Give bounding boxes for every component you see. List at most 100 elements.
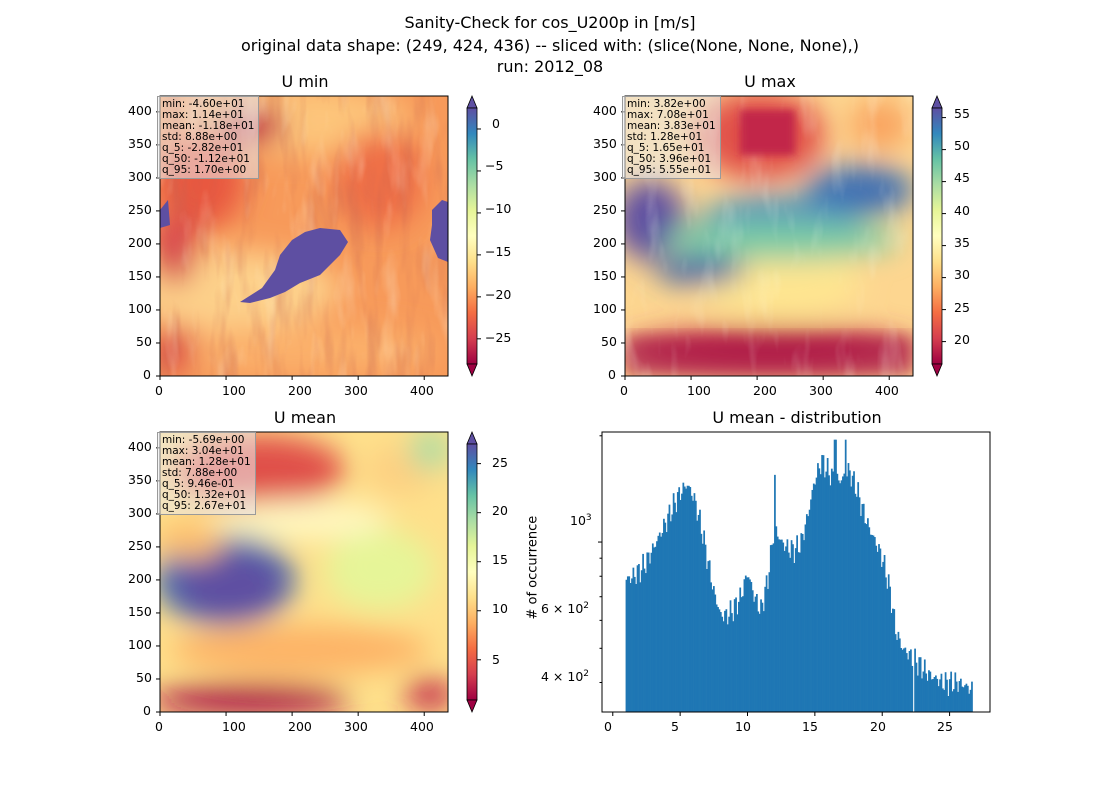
umean-x-tick: 200 [288, 719, 312, 734]
hist-bar [908, 651, 911, 712]
hist-bar [762, 611, 765, 712]
hist-bar [775, 526, 778, 712]
hist-bar [883, 555, 886, 712]
hist-bar [693, 493, 696, 712]
hist-x-tick: 0 [604, 719, 612, 734]
hist-bar [722, 621, 725, 712]
hist-bar [642, 553, 644, 712]
hist-bar [933, 677, 936, 712]
hist-bar [825, 471, 828, 712]
umax-y-tick: 300 [593, 169, 617, 184]
hist-bar [935, 675, 937, 712]
hist-bar [761, 602, 764, 712]
hist-bar [786, 539, 789, 712]
hist-bar [803, 540, 805, 712]
hist-bar [885, 577, 887, 712]
hist-bar [638, 564, 640, 712]
umin-cbar-tick: 0 [492, 116, 500, 131]
umin-cbar-tick: −15 [485, 244, 512, 259]
hist-bar [769, 545, 772, 712]
hist-bar [868, 527, 871, 712]
hist-bar [966, 685, 969, 712]
umax-cbar-tick: 30 [954, 267, 970, 282]
umean-y-tick: 250 [128, 538, 152, 553]
hist-bar [797, 552, 800, 712]
hist-bar [647, 552, 650, 712]
umin-y-tick: 200 [128, 235, 152, 250]
umax-cbar-tick: 35 [954, 235, 970, 250]
hist-bar [704, 544, 707, 712]
hist-x-tick: 15 [802, 719, 818, 734]
hist-bar [665, 532, 668, 712]
hist-bar [833, 439, 836, 712]
hist-bar [714, 594, 717, 712]
umin-stat-max: max: 1.14e+01 [162, 109, 244, 121]
umax-x-tick: 100 [687, 383, 711, 398]
hist-bar [853, 471, 855, 712]
hist-bar [645, 573, 647, 712]
hist-bar [675, 512, 678, 712]
hist-bar [829, 485, 832, 712]
hist-bar [767, 588, 769, 712]
hist-bar [828, 475, 830, 712]
hist-bar [661, 532, 664, 712]
hist-bar [669, 521, 672, 712]
hist-bar [689, 487, 692, 712]
hist-bar [837, 480, 840, 712]
hist-bar [876, 551, 879, 712]
hist-bar [756, 593, 758, 712]
umin-stat-q95: q_95: 1.70e+00 [162, 164, 247, 176]
umax-x-tick: 400 [875, 383, 899, 398]
hist-bar [760, 599, 762, 712]
hist-bar [851, 475, 854, 712]
hist-bar [778, 539, 780, 712]
hist-bar [678, 487, 681, 712]
hist-bar [928, 670, 930, 712]
hist-bar [789, 557, 792, 712]
hist-bar [682, 482, 685, 712]
hist-bar [653, 547, 656, 712]
hist-bar [660, 536, 663, 712]
hist-bar [872, 535, 875, 712]
hist-bar [724, 610, 726, 712]
hist-bar [916, 675, 919, 712]
umean-cbar-tick: 10 [492, 601, 508, 616]
umin-y-tick: 300 [128, 169, 152, 184]
hist-bar [892, 608, 894, 712]
hist-bar [810, 499, 812, 712]
umean-x-tick: 100 [222, 719, 246, 734]
hist-bar [947, 696, 950, 712]
hist-bar [940, 673, 943, 712]
umin-x-tick: 300 [344, 383, 368, 398]
hist-bar [905, 653, 908, 712]
hist-bar [631, 578, 633, 712]
umin-y-tick: 100 [128, 301, 152, 316]
umean-cbar-tick: 15 [492, 552, 508, 567]
hist-bar [860, 515, 862, 712]
hist-bar [873, 537, 876, 712]
hist-bar [923, 659, 926, 712]
hist-bar [718, 609, 721, 712]
hist-bar [674, 502, 676, 712]
hist-bar [914, 648, 916, 712]
hist-bar [844, 439, 847, 712]
hist-bar [943, 689, 946, 712]
hist-bar [880, 566, 883, 712]
umax-cbar-tick: 25 [954, 300, 970, 315]
umin-y-tick: 250 [128, 202, 152, 217]
umax-cbar-tick: 55 [954, 106, 970, 121]
hist-bar [729, 600, 732, 712]
hist-bar [774, 474, 776, 712]
umean-y-tick: 0 [143, 703, 151, 718]
umean-stat-mean: mean: 1.28e+01 [162, 456, 251, 468]
hist-bar [890, 612, 893, 712]
umin-x-tick: 100 [222, 383, 246, 398]
hist-bar [843, 473, 846, 712]
umax-cbar-tick: 20 [954, 332, 970, 347]
hist-bar [867, 518, 869, 712]
hist-bar [839, 483, 842, 712]
hist-bar [757, 611, 760, 712]
hist-bar [850, 486, 853, 712]
umean-stat-min: min: -5.69e+00 [162, 434, 245, 446]
umean-stat-q50: q_50: 1.32e+01 [162, 489, 247, 501]
